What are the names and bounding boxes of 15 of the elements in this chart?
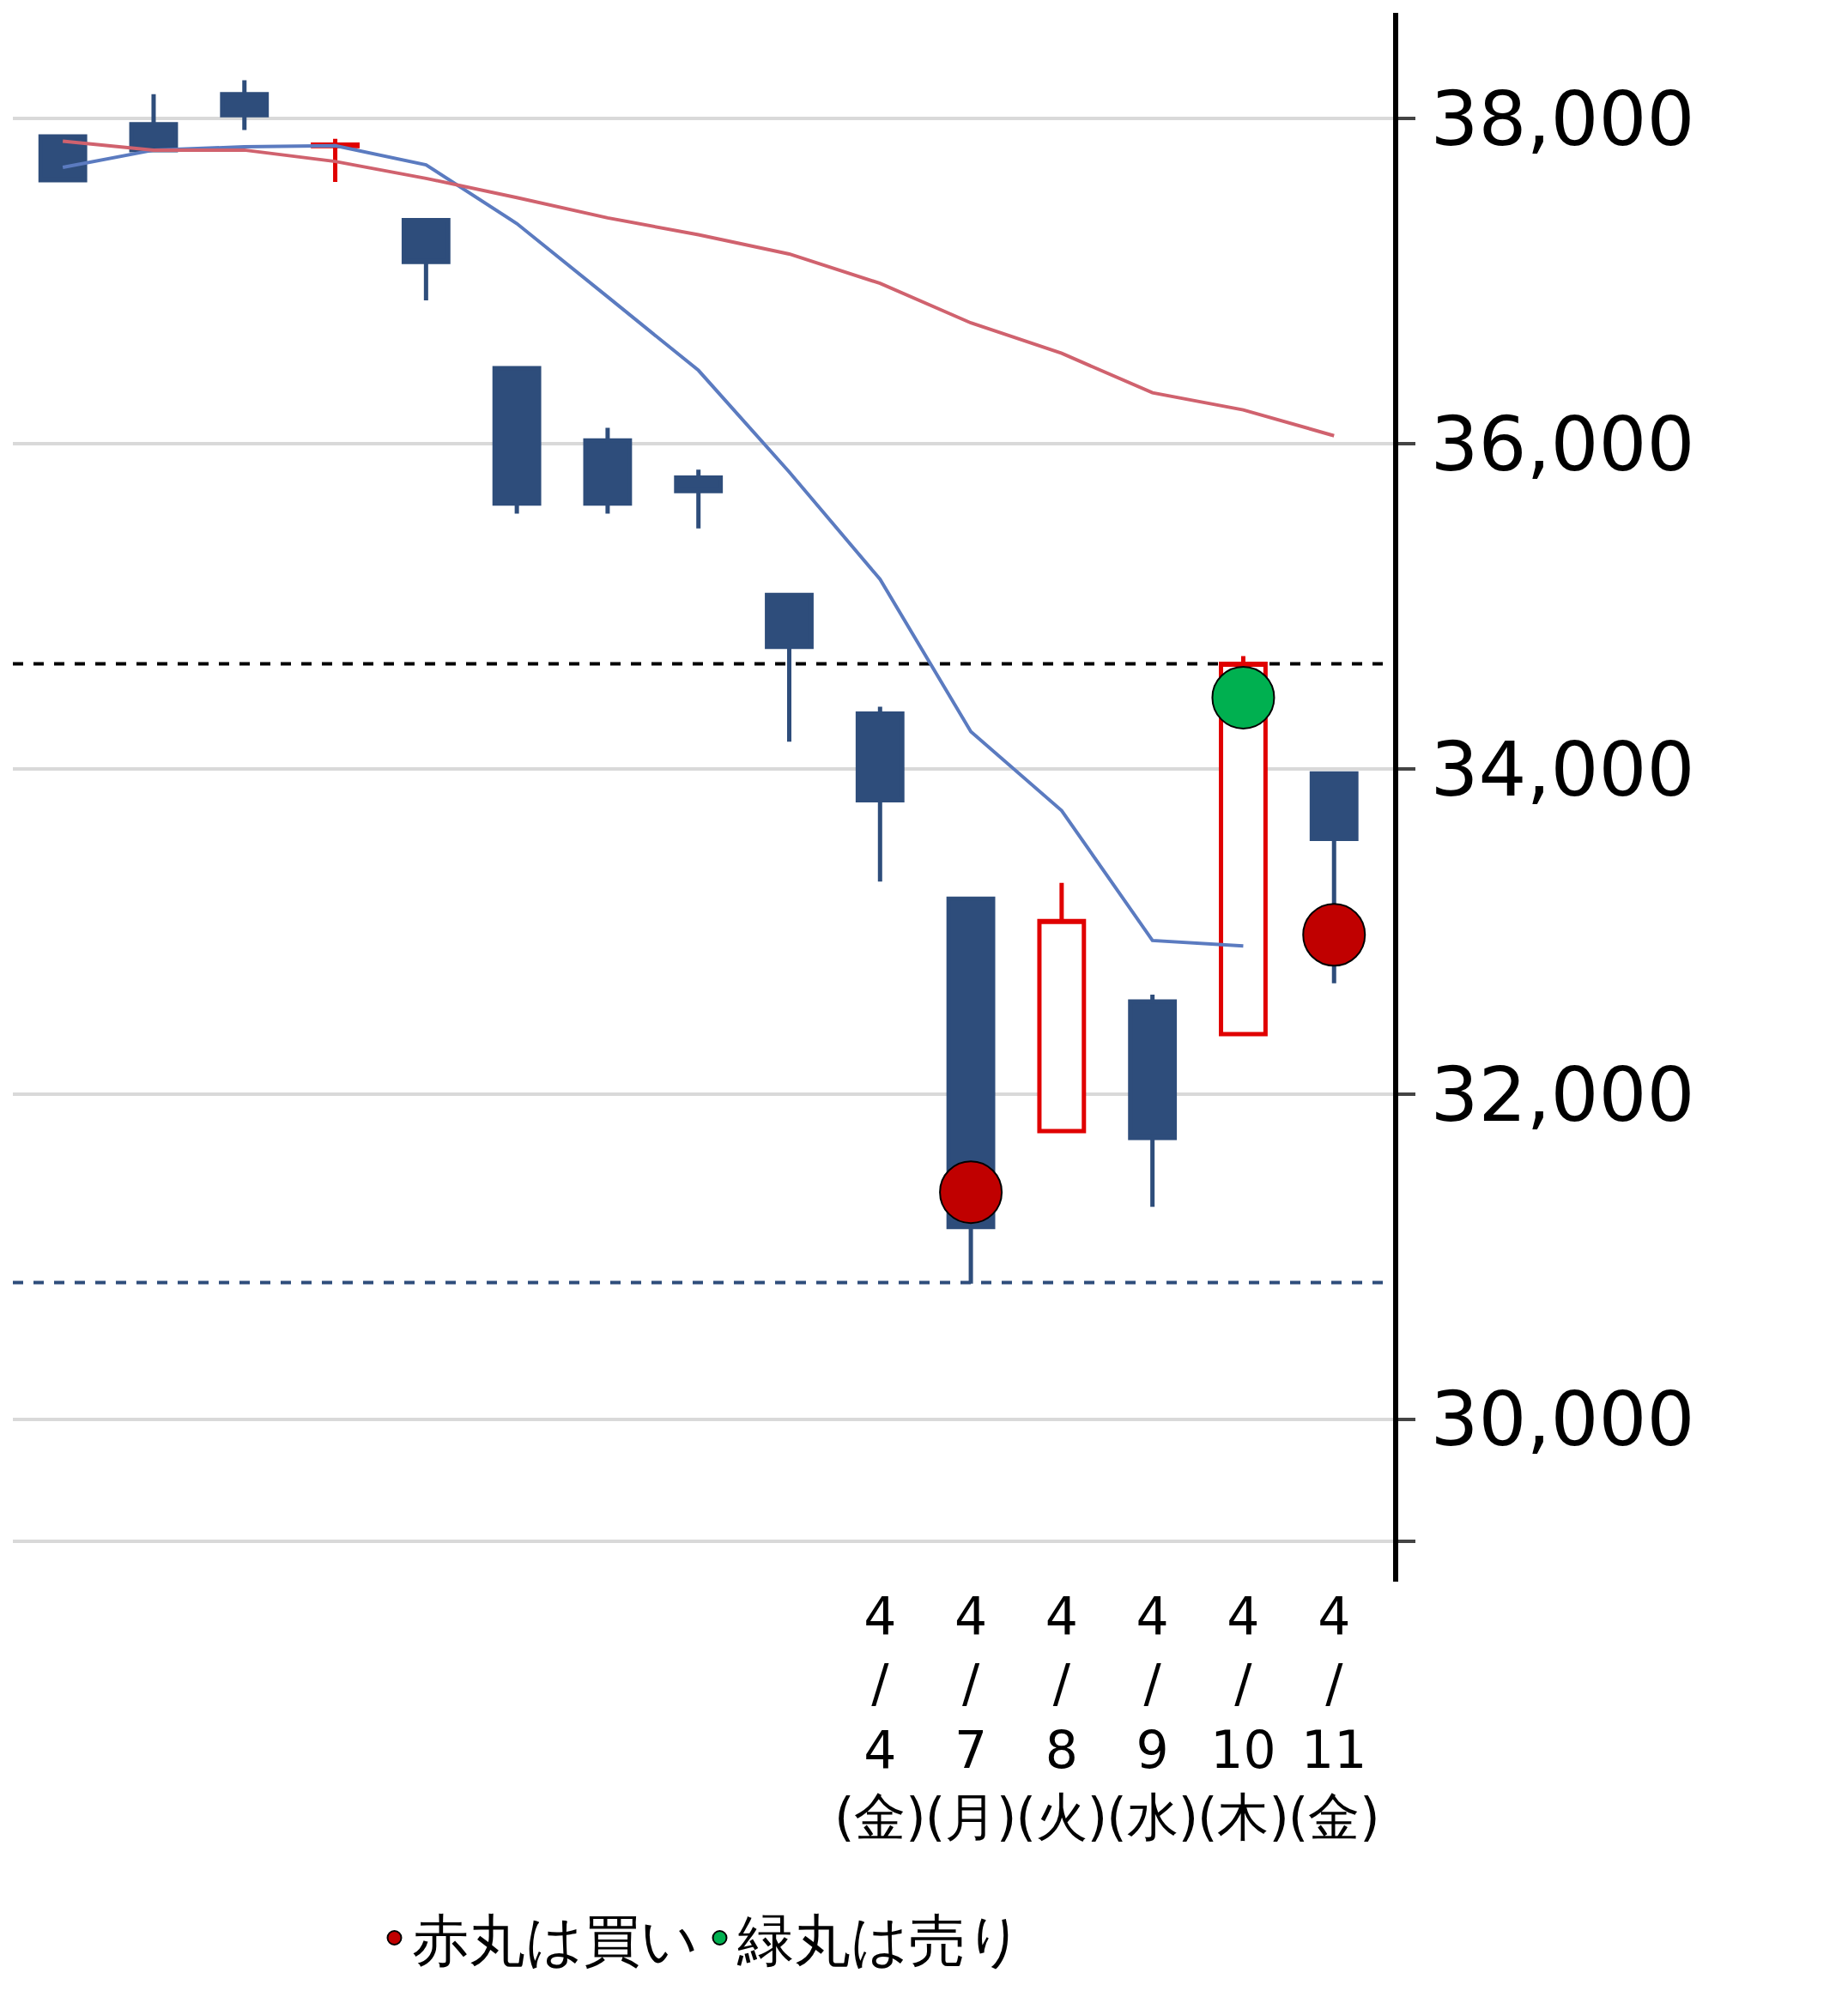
line-series [61, 139, 1336, 438]
y-tick-label: 32,000 [1430, 1050, 1695, 1139]
line-series [61, 143, 1245, 948]
y-tick-label: 36,000 [1430, 399, 1695, 488]
x-tick-label: 4/11(金) [1288, 1586, 1380, 1847]
y-tick-label: 30,000 [1430, 1375, 1695, 1464]
x-tick-label: 4/8(火) [1015, 1586, 1108, 1847]
x-tick-label: 4/4(金) [833, 1586, 926, 1847]
x-tick-label: 4/10(木) [1197, 1586, 1289, 1847]
x-tick-label: 4/7(月) [924, 1586, 1017, 1847]
legend-label: 緑丸は売り [736, 1907, 1024, 1974]
y-tick-label: 38,000 [1430, 74, 1695, 163]
y-tick-label: 34,000 [1430, 724, 1695, 814]
x-tick-label: 4/9(水) [1106, 1586, 1199, 1847]
legend-label: 赤丸は買い [411, 1907, 699, 1974]
